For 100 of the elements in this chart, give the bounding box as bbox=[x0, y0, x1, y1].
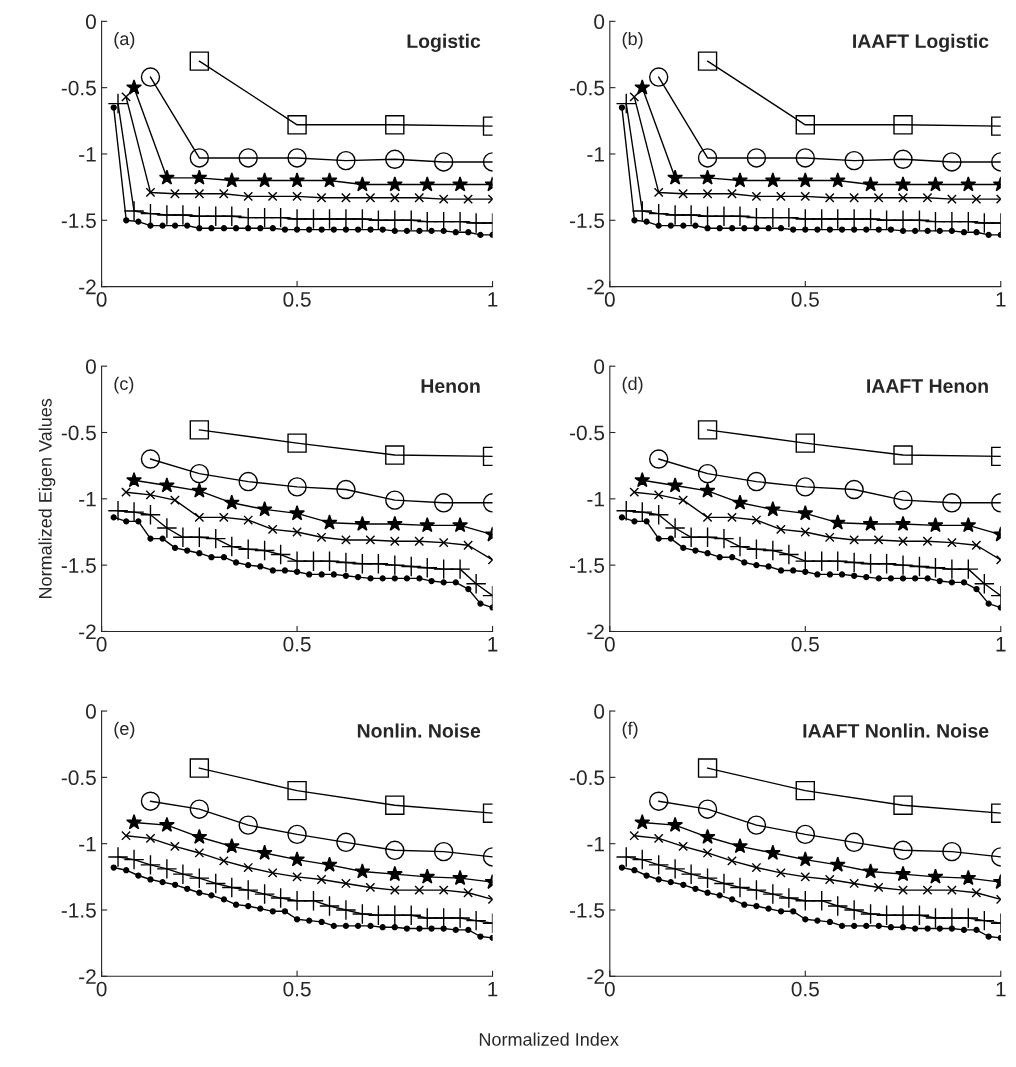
point bbox=[438, 885, 449, 895]
point bbox=[702, 188, 713, 199]
point bbox=[692, 885, 699, 892]
point bbox=[697, 148, 718, 168]
point bbox=[147, 876, 154, 883]
point bbox=[270, 887, 292, 909]
point bbox=[849, 878, 860, 889]
point bbox=[895, 515, 911, 531]
point bbox=[790, 226, 797, 233]
point bbox=[716, 892, 723, 899]
point bbox=[145, 187, 156, 198]
y-tick-label: -0.5 bbox=[61, 425, 96, 441]
point bbox=[428, 577, 435, 585]
point bbox=[751, 191, 762, 202]
x-tick-label: 0 bbox=[96, 981, 107, 997]
y-tick-label: -1 bbox=[79, 836, 96, 852]
point bbox=[433, 493, 454, 513]
point bbox=[729, 896, 736, 903]
point bbox=[643, 872, 650, 879]
point bbox=[634, 79, 651, 95]
point bbox=[452, 926, 459, 934]
point bbox=[924, 227, 931, 235]
point bbox=[741, 225, 748, 232]
point bbox=[257, 563, 264, 570]
point bbox=[924, 925, 931, 932]
point bbox=[777, 225, 785, 232]
point bbox=[196, 550, 203, 557]
point bbox=[463, 194, 473, 204]
point bbox=[477, 600, 484, 607]
point bbox=[316, 192, 327, 203]
point bbox=[985, 231, 992, 239]
point bbox=[947, 194, 957, 204]
point bbox=[156, 858, 178, 880]
point bbox=[629, 830, 640, 841]
point bbox=[289, 505, 306, 521]
point bbox=[893, 795, 913, 815]
point bbox=[704, 550, 711, 557]
point bbox=[354, 176, 371, 192]
point bbox=[385, 115, 405, 135]
point bbox=[863, 226, 870, 233]
point bbox=[123, 518, 130, 525]
point bbox=[844, 479, 864, 500]
point bbox=[367, 575, 374, 582]
point bbox=[256, 501, 273, 517]
annotation: (c) bbox=[114, 376, 134, 394]
point bbox=[465, 585, 472, 593]
point bbox=[680, 544, 687, 552]
x-tick-label: 1 bbox=[996, 292, 1006, 307]
point bbox=[895, 865, 911, 882]
point bbox=[336, 832, 356, 853]
point bbox=[351, 208, 373, 230]
point bbox=[697, 51, 718, 71]
point bbox=[909, 556, 930, 577]
point bbox=[452, 869, 469, 886]
point bbox=[678, 188, 688, 199]
point bbox=[389, 536, 400, 547]
point bbox=[653, 187, 664, 198]
point bbox=[270, 207, 292, 229]
point bbox=[795, 824, 816, 845]
point bbox=[391, 575, 398, 582]
point bbox=[778, 544, 800, 565]
point bbox=[887, 924, 895, 931]
point bbox=[208, 892, 215, 899]
point bbox=[843, 552, 865, 573]
point bbox=[802, 568, 809, 575]
point bbox=[321, 514, 338, 530]
point bbox=[843, 899, 865, 921]
x-tick-label: 0 bbox=[96, 292, 107, 307]
point bbox=[184, 547, 191, 554]
point bbox=[912, 575, 919, 582]
point bbox=[860, 903, 881, 925]
point bbox=[245, 902, 252, 910]
point bbox=[385, 840, 405, 861]
point bbox=[692, 222, 699, 229]
point bbox=[463, 887, 473, 898]
point bbox=[898, 192, 908, 203]
point bbox=[135, 518, 142, 525]
point bbox=[960, 229, 968, 236]
point bbox=[664, 858, 686, 880]
point bbox=[257, 225, 264, 232]
point bbox=[452, 176, 469, 192]
point bbox=[172, 204, 194, 226]
text: Nonlin. Noise bbox=[357, 723, 481, 738]
point bbox=[449, 558, 471, 580]
point bbox=[341, 878, 351, 889]
point bbox=[927, 517, 944, 533]
point bbox=[416, 925, 423, 932]
point bbox=[729, 877, 751, 898]
point bbox=[643, 518, 650, 525]
point bbox=[306, 917, 313, 924]
point bbox=[829, 172, 846, 188]
point bbox=[189, 758, 210, 778]
point bbox=[159, 879, 166, 886]
point bbox=[433, 841, 454, 862]
point bbox=[354, 515, 371, 531]
point bbox=[775, 191, 786, 202]
point bbox=[384, 554, 406, 576]
point bbox=[385, 149, 405, 170]
point bbox=[269, 567, 276, 574]
point bbox=[971, 194, 982, 204]
